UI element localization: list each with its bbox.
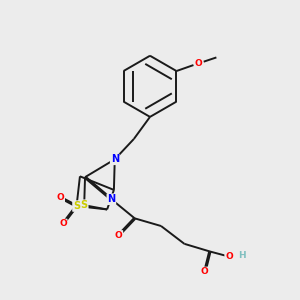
Text: O: O bbox=[225, 252, 233, 261]
Text: O: O bbox=[195, 59, 203, 68]
Text: O: O bbox=[115, 231, 122, 240]
Text: S: S bbox=[73, 201, 80, 211]
Text: N: N bbox=[111, 154, 119, 164]
Text: N: N bbox=[107, 194, 116, 204]
Text: O: O bbox=[201, 267, 208, 276]
Text: O: O bbox=[59, 219, 67, 228]
Text: O: O bbox=[56, 193, 64, 202]
Text: S: S bbox=[81, 200, 88, 210]
Text: H: H bbox=[238, 251, 245, 260]
